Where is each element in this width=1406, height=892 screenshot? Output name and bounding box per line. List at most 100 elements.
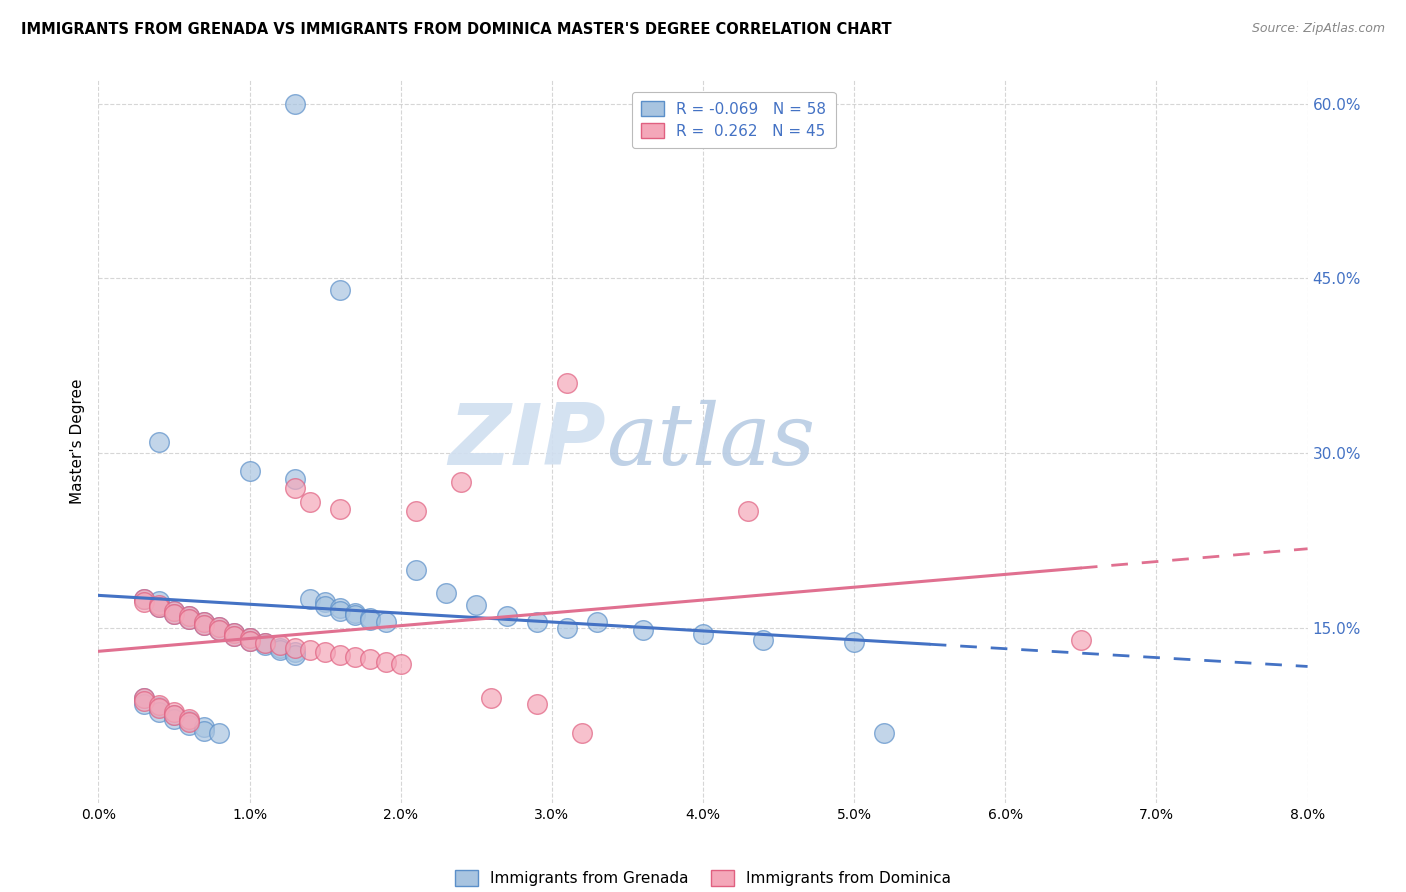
Point [284,645,307,659]
Point [571,726,593,740]
Point [163,705,186,719]
Point [360,613,382,627]
Y-axis label: Master's Degree: Master's Degree [70,379,86,504]
Point [208,624,231,638]
Point [148,600,170,615]
Point [253,636,276,650]
Point [389,657,412,672]
Point [360,610,382,624]
Point [737,504,759,518]
Point [360,652,382,666]
Point [344,606,367,620]
Point [269,640,291,655]
Point [329,601,352,615]
Point [329,502,352,516]
Point [481,690,503,705]
Point [344,608,367,623]
Point [299,643,322,657]
Point [193,720,215,734]
Point [314,595,336,609]
Point [495,609,517,624]
Point [132,591,155,606]
Point [148,598,170,612]
Point [208,620,231,634]
Point [253,636,276,650]
Point [284,640,307,655]
Point [163,603,186,617]
Point [239,464,262,478]
Point [148,434,170,449]
Point [405,504,427,518]
Point [179,714,201,729]
Point [1070,632,1092,647]
Point [586,615,609,630]
Point [692,627,714,641]
Point [224,625,246,640]
Point [555,376,578,391]
Point [132,690,155,705]
Point [132,595,155,609]
Point [284,481,307,495]
Point [526,697,548,711]
Point [224,625,246,640]
Point [163,603,186,617]
Point [253,639,276,653]
Point [132,694,155,708]
Point [239,632,262,646]
Point [224,629,246,643]
Point [179,609,201,624]
Point [208,624,231,638]
Point [208,726,231,740]
Point [163,607,186,621]
Point [329,603,352,617]
Point [179,612,201,626]
Point [193,615,215,630]
Point [179,717,201,731]
Point [179,609,201,624]
Point [329,283,352,297]
Point [374,655,396,669]
Point [299,591,322,606]
Point [526,615,548,630]
Point [148,698,170,712]
Text: Source: ZipAtlas.com: Source: ZipAtlas.com [1251,22,1385,36]
Point [434,586,457,600]
Text: ZIP: ZIP [449,400,606,483]
Point [239,632,262,646]
Point [163,708,186,723]
Point [193,617,215,632]
Point [329,648,352,662]
Text: IMMIGRANTS FROM GRENADA VS IMMIGRANTS FROM DOMINICA MASTER'S DEGREE CORRELATION : IMMIGRANTS FROM GRENADA VS IMMIGRANTS FR… [21,22,891,37]
Point [344,650,367,665]
Point [314,599,336,613]
Point [208,620,231,634]
Point [314,645,336,659]
Point [132,690,155,705]
Point [179,715,201,730]
Point [269,639,291,653]
Point [132,697,155,711]
Point [239,633,262,648]
Point [450,475,472,490]
Point [163,708,186,723]
Point [752,632,775,647]
Point [299,495,322,509]
Point [284,648,307,662]
Point [555,621,578,635]
Point [163,712,186,726]
Point [193,723,215,738]
Point [284,472,307,486]
Point [148,594,170,608]
Point [405,563,427,577]
Point [148,600,170,615]
Text: atlas: atlas [606,401,815,483]
Legend: Immigrants from Grenada, Immigrants from Dominica: Immigrants from Grenada, Immigrants from… [446,861,960,892]
Point [179,712,201,726]
Point [193,615,215,630]
Point [224,629,246,643]
Point [374,615,396,630]
Point [148,700,170,714]
Point [239,633,262,648]
Point [163,607,186,621]
Point [148,701,170,715]
